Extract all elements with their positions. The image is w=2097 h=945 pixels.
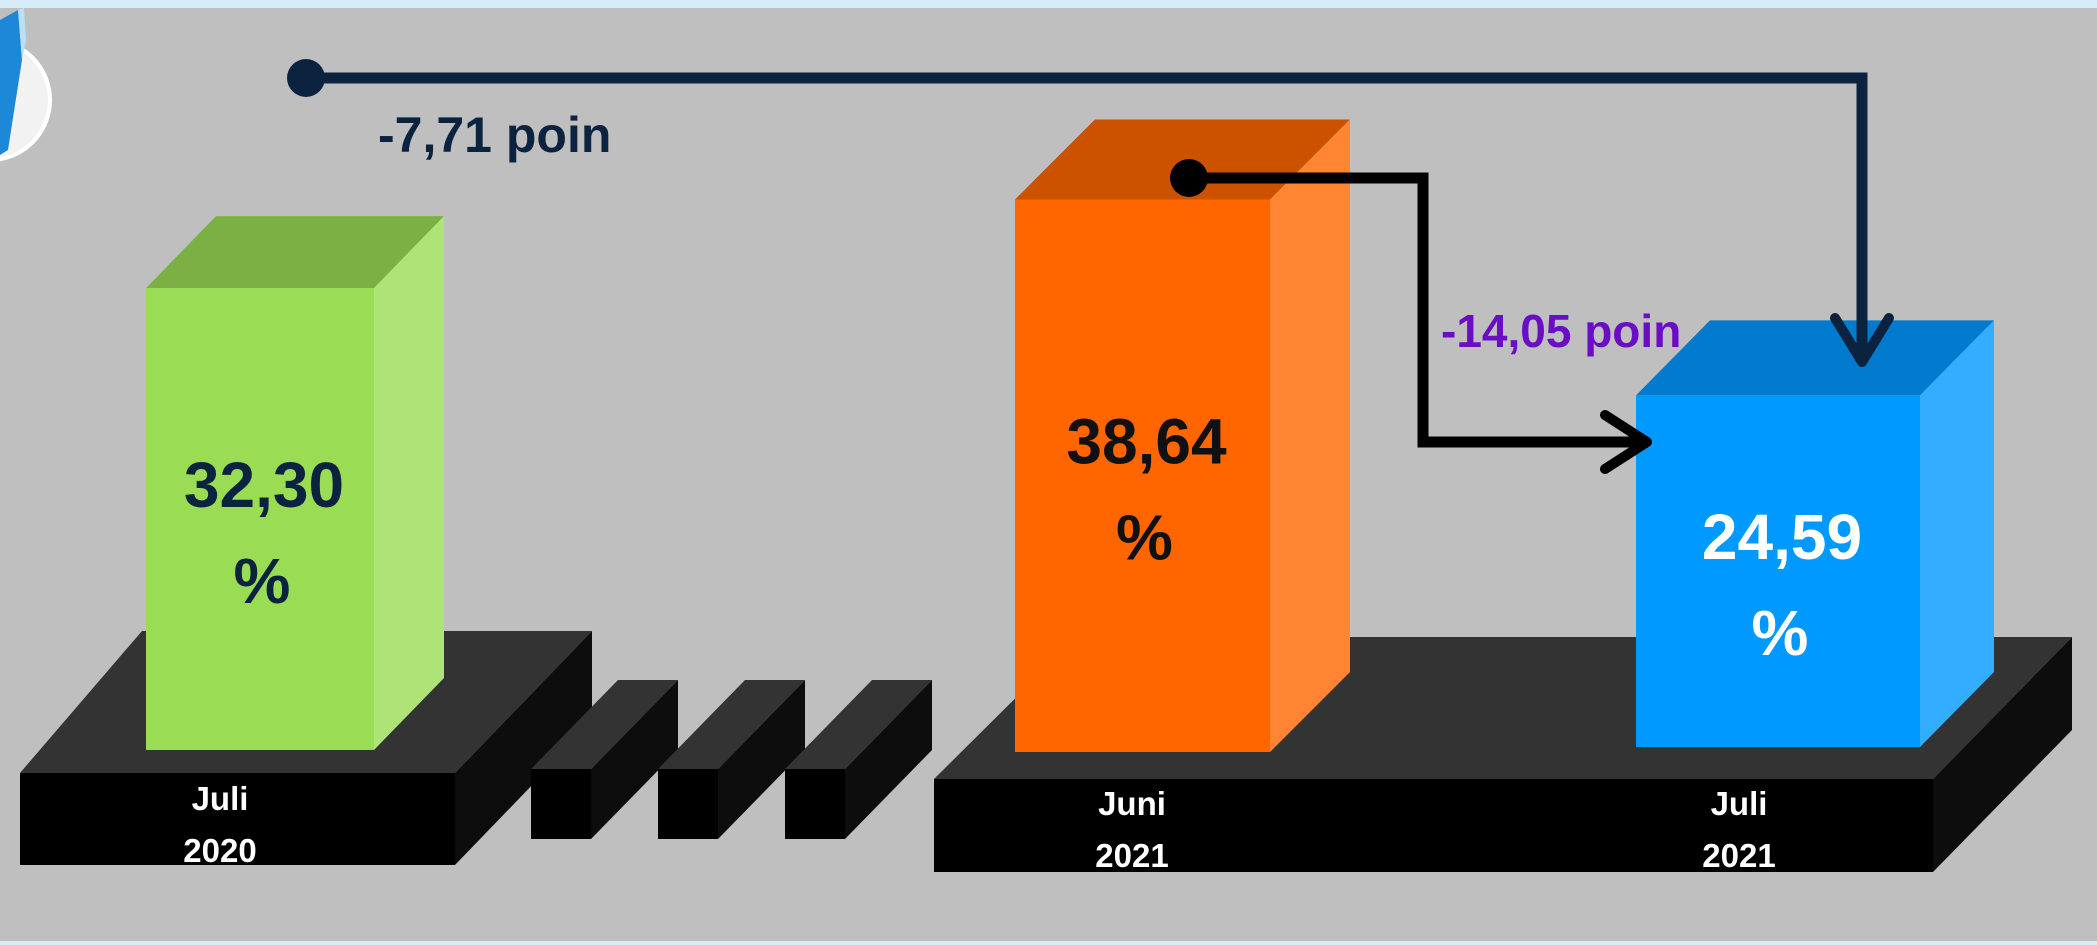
bar-value-label: 24,59 bbox=[1702, 501, 1862, 573]
category-label: 2020 bbox=[183, 832, 256, 869]
bar-value-label: 32,30 bbox=[184, 449, 344, 521]
bar-front bbox=[1015, 199, 1270, 752]
category-label: Juli bbox=[1711, 785, 1768, 822]
bar-front bbox=[146, 288, 374, 750]
axis-break bbox=[531, 680, 932, 839]
category-label: 2021 bbox=[1095, 837, 1168, 874]
annotation-label-mom: -14,05 poin bbox=[1441, 305, 1681, 357]
bar-value-label: 38,64 bbox=[1066, 406, 1227, 478]
annotation-arrow-mom bbox=[1170, 159, 1652, 474]
bar-top bbox=[146, 216, 444, 289]
bar: 32,30% bbox=[146, 216, 444, 751]
axis-break-block bbox=[658, 680, 805, 839]
bar-value-unit: % bbox=[1116, 502, 1173, 574]
annotation-label-yoy: -7,71 poin bbox=[378, 107, 611, 163]
bar: 38,64% bbox=[1015, 119, 1350, 752]
bar: 24,59% bbox=[1636, 320, 1994, 747]
annotation-arrow-yoy bbox=[287, 59, 1894, 367]
bars-layer: 32,30%38,64% 24,59% bbox=[146, 119, 1994, 752]
bar-top bbox=[1636, 320, 1994, 396]
axis-break-block bbox=[785, 680, 932, 839]
bar-front bbox=[1636, 395, 1920, 747]
bar-side bbox=[1920, 320, 1994, 747]
bar-side bbox=[1270, 119, 1350, 752]
bar-value-unit: % bbox=[1752, 597, 1809, 669]
logo-icon bbox=[0, 8, 52, 162]
axis-break-block bbox=[531, 680, 678, 839]
category-label: Juni bbox=[1098, 785, 1166, 822]
bar-side bbox=[374, 216, 444, 751]
category-labels: Juli 2020 Juni 2021 Juli 2021 bbox=[183, 780, 1775, 874]
bar-value-unit: % bbox=[234, 545, 291, 617]
category-label: Juli bbox=[192, 780, 249, 817]
category-label: 2021 bbox=[1702, 837, 1775, 874]
